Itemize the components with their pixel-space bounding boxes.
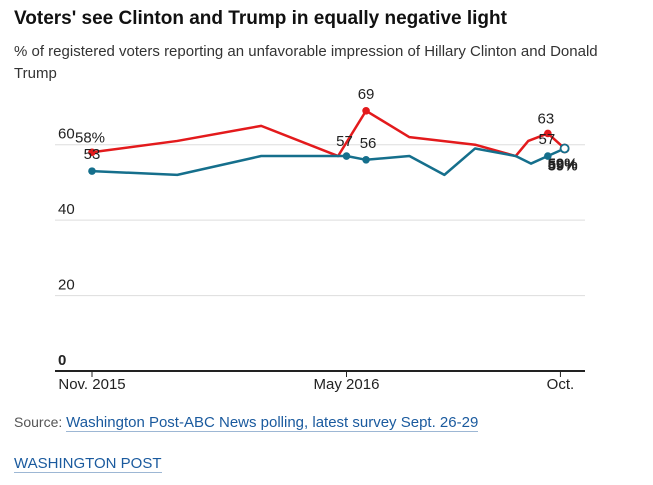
source-prefix: Source: — [14, 414, 67, 430]
clinton-point-11 — [559, 143, 570, 154]
trump-data-label-4: 69 — [358, 86, 375, 103]
x-tick-label-1: May 2016 — [314, 376, 380, 393]
y-tick-label-0: 0 — [58, 352, 66, 369]
trump-data-label-9: 63 — [537, 110, 554, 127]
source-line: Source: Washington Post-ABC News polling… — [14, 414, 479, 432]
clinton-data-label-3: 57 — [336, 133, 353, 150]
clinton-line — [91, 147, 566, 177]
trump-line — [91, 109, 566, 158]
x-tick-label-2: Oct. — [547, 376, 575, 393]
clinton-data-label-0: 53 — [84, 146, 101, 163]
clinton-data-label-4: 56 — [360, 135, 377, 152]
clinton-data-label-11: 59% — [548, 157, 578, 174]
clinton-point-10 — [544, 152, 552, 160]
trump-point-9 — [544, 129, 552, 138]
x-tick-label-0: Nov. 2015 — [58, 376, 125, 393]
trump-point-0 — [88, 148, 96, 157]
trump-data-label-10: 59% — [548, 155, 578, 172]
y-tick-label-40: 40 — [58, 201, 75, 218]
y-tick-label-20: 20 — [58, 277, 75, 294]
chart-subtitle: % of registered voters reporting an unfa… — [14, 43, 598, 82]
trump-point-4 — [362, 106, 370, 115]
y-tick-label-60: 60 — [58, 126, 75, 143]
trump-data-label-0: 58% — [75, 129, 105, 146]
clinton-data-label-10: 57 — [538, 131, 555, 148]
clinton-point-3 — [342, 152, 351, 160]
clinton-point-0 — [88, 167, 96, 175]
clinton-point-4 — [362, 156, 370, 164]
chart-title: Voters' see Clinton and Trump in equally… — [14, 8, 507, 29]
line-chart: 0 20 40 60 Nov. 2015 May 2016 Oct. 58% 69 63 59% 53… — [55, 86, 585, 393]
brand-link[interactable]: WASHINGTON POST — [14, 455, 162, 473]
source-link[interactable]: Washington Post-ABC News polling, latest… — [66, 414, 479, 432]
